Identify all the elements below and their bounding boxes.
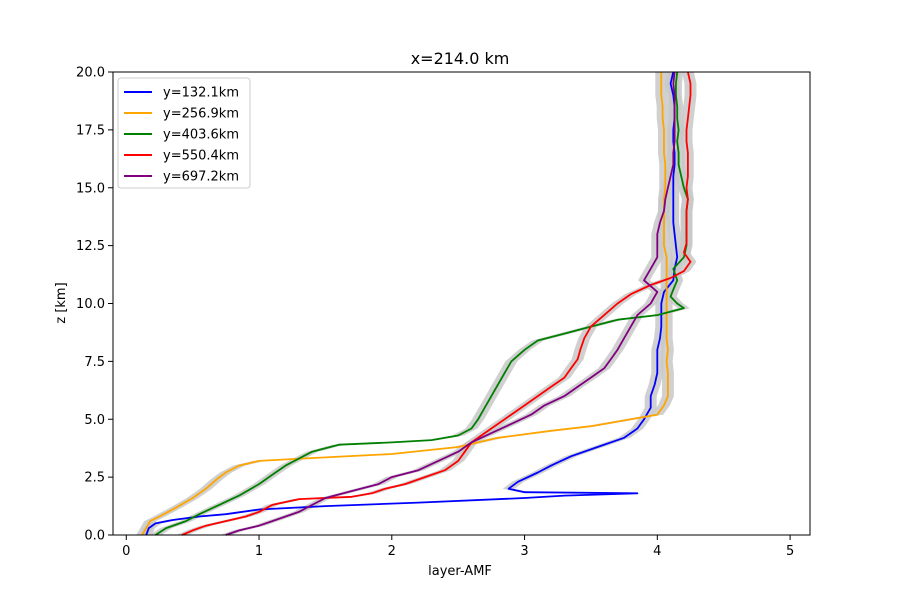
y-tick-label: 17.5 — [76, 123, 105, 138]
y-tick-label: 7.5 — [84, 355, 105, 370]
series-line — [181, 71, 692, 536]
x-axis: 0 1 2 3 4 5 — [122, 535, 794, 559]
legend-entry: y=403.6km — [163, 128, 239, 143]
x-axis-label: layer-AMF — [428, 564, 492, 579]
series-line — [145, 71, 679, 536]
y-tick-label: 5.0 — [84, 413, 105, 428]
y-tick-label: 2.5 — [84, 471, 105, 486]
legend-entry: y=256.9km — [163, 107, 239, 122]
x-tick-label: 3 — [520, 544, 528, 559]
y-tick-label: 0.0 — [84, 529, 105, 544]
y-axis: 0.0 2.5 5.0 7.5 10.0 12.5 15.0 17.5 20.0 — [76, 66, 113, 544]
legend-box — [117, 77, 251, 189]
y-tick-label: 15.0 — [76, 181, 105, 196]
series-line — [225, 71, 676, 536]
series-lines — [141, 71, 692, 536]
y-tick-label: 10.0 — [76, 297, 105, 312]
legend-entry: y=550.4km — [163, 149, 239, 164]
chart-title: x=214.0 km — [411, 49, 510, 68]
legend-entry: y=132.1km — [163, 86, 239, 101]
x-tick-label: 0 — [122, 544, 130, 559]
x-tick-label: 5 — [786, 544, 794, 559]
y-axis-label: z [km] — [54, 282, 69, 323]
x-tick-label: 4 — [653, 544, 661, 559]
y-tick-label: 20.0 — [76, 66, 105, 81]
legend-entry: y=697.2km — [163, 170, 239, 185]
y-tick-label: 12.5 — [76, 239, 105, 254]
x-tick-label: 1 — [255, 544, 263, 559]
series-line — [141, 72, 669, 536]
x-tick-label: 2 — [388, 544, 396, 559]
legend: y=132.1km y=256.9km y=403.6km y=550.4km y=69… — [117, 77, 251, 189]
